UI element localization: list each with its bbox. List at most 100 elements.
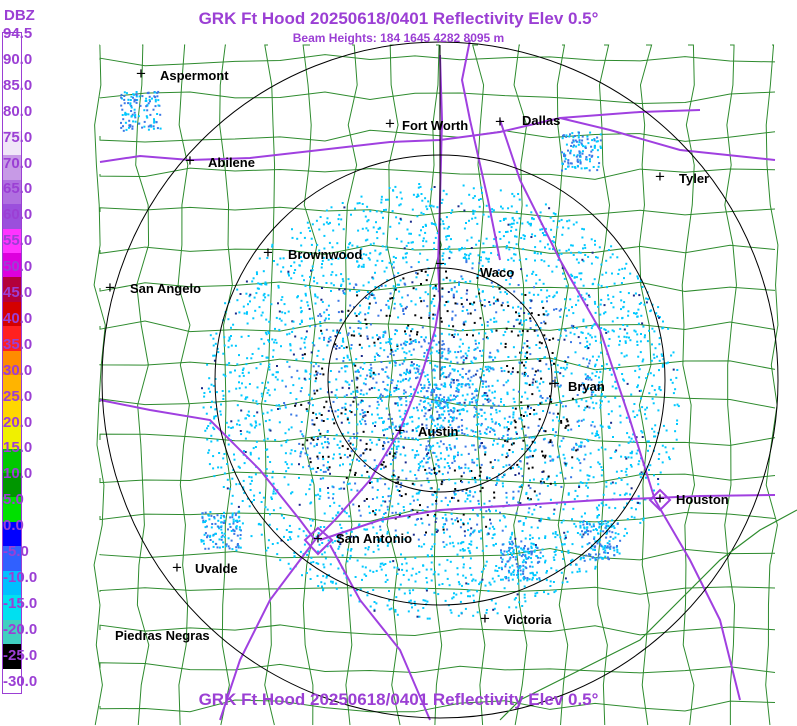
echo-pixel	[422, 239, 425, 242]
echo-pixel	[442, 443, 445, 446]
echo-pixel	[445, 517, 448, 520]
echo-pixel	[546, 289, 549, 292]
echo-pixel	[513, 253, 516, 256]
echo-pixel	[625, 416, 628, 419]
echo-pixel	[368, 295, 371, 298]
echo-pixel	[402, 310, 405, 312]
echo-pixel	[386, 375, 389, 378]
echo-pixel	[488, 508, 490, 511]
echo-pixel	[420, 316, 423, 319]
echo-pixel	[597, 305, 600, 308]
echo-pixel	[368, 345, 371, 348]
echo-pixel	[411, 606, 413, 609]
echo-pixel	[315, 377, 318, 380]
echo-pixel	[274, 327, 276, 330]
echo-pixel	[378, 355, 381, 357]
echo-pixel	[501, 445, 504, 448]
echo-pixel	[391, 379, 394, 382]
echo-pixel	[582, 145, 585, 148]
echo-pixel	[503, 268, 506, 271]
echo-pixel	[416, 409, 419, 412]
echo-pixel	[365, 574, 368, 577]
echo-pixel	[601, 556, 604, 559]
echo-pixel	[393, 302, 396, 305]
echo-pixel	[388, 413, 391, 416]
echo-pixel	[581, 236, 584, 239]
echo-pixel	[388, 340, 391, 343]
echo-pixel	[529, 327, 532, 330]
echo-pixel	[540, 289, 543, 292]
echo-pixel	[218, 452, 221, 454]
echo-pixel	[400, 197, 403, 200]
echo-pixel	[441, 254, 444, 257]
echo-pixel	[386, 383, 389, 386]
echo-pixel	[579, 469, 582, 472]
echo-pixel	[653, 330, 656, 333]
echo-pixel	[441, 583, 444, 585]
echo-pixel	[359, 514, 362, 517]
echo-pixel	[332, 497, 334, 500]
echo-pixel	[441, 340, 444, 343]
echo-pixel	[505, 464, 508, 467]
echo-pixel	[531, 578, 534, 581]
legend-label: 30.0	[3, 361, 33, 379]
echo-pixel	[433, 533, 436, 536]
echo-pixel	[298, 377, 301, 380]
echo-pixel	[461, 548, 464, 550]
echo-pixel	[518, 315, 521, 317]
echo-pixel	[328, 337, 330, 340]
echo-pixel	[416, 333, 418, 336]
echo-pixel	[364, 215, 367, 218]
echo-pixel	[322, 446, 325, 449]
echo-pixel	[411, 208, 414, 211]
echo-pixel	[347, 439, 350, 442]
echo-pixel	[405, 370, 408, 373]
echo-pixel	[478, 474, 481, 477]
echo-pixel	[250, 476, 253, 479]
echo-pixel	[638, 460, 641, 463]
echo-pixel	[599, 313, 602, 316]
echo-pixel	[593, 145, 596, 148]
echo-pixel	[616, 545, 618, 547]
echo-pixel	[316, 243, 319, 246]
echo-pixel	[453, 333, 456, 336]
echo-pixel	[614, 396, 617, 399]
echo-pixel	[405, 562, 408, 565]
echo-pixel	[457, 542, 460, 545]
echo-pixel	[611, 385, 614, 388]
echo-pixel	[392, 354, 395, 357]
echo-pixel	[589, 387, 592, 390]
echo-pixel	[428, 467, 431, 470]
echo-pixel	[127, 98, 130, 101]
echo-pixel	[230, 427, 233, 429]
echo-pixel	[418, 545, 420, 548]
echo-pixel	[308, 377, 311, 380]
echo-pixel	[290, 277, 293, 280]
echo-pixel	[413, 456, 416, 459]
echo-pixel	[322, 563, 325, 566]
echo-pixel	[146, 104, 149, 107]
echo-pixel	[223, 336, 226, 339]
echo-pixel	[148, 95, 151, 98]
echo-pixel	[323, 336, 326, 339]
echo-pixel	[448, 434, 451, 437]
echo-pixel	[435, 286, 437, 289]
echo-pixel	[308, 308, 311, 310]
echo-pixel	[538, 577, 541, 580]
echo-pixel	[535, 494, 538, 497]
echo-pixel	[410, 353, 413, 356]
echo-pixel	[617, 533, 620, 536]
legend-label: 20.0	[3, 413, 33, 431]
echo-pixel	[300, 450, 303, 453]
echo-pixel	[397, 476, 400, 479]
echo-pixel	[506, 301, 509, 304]
echo-pixel	[455, 395, 457, 398]
echo-pixel	[464, 256, 467, 259]
echo-pixel	[443, 458, 446, 461]
echo-pixel	[610, 302, 613, 304]
echo-pixel	[629, 339, 632, 342]
echo-pixel	[352, 363, 355, 366]
echo-pixel	[581, 143, 584, 146]
echo-pixel	[368, 405, 371, 408]
echo-pixel	[227, 443, 230, 446]
